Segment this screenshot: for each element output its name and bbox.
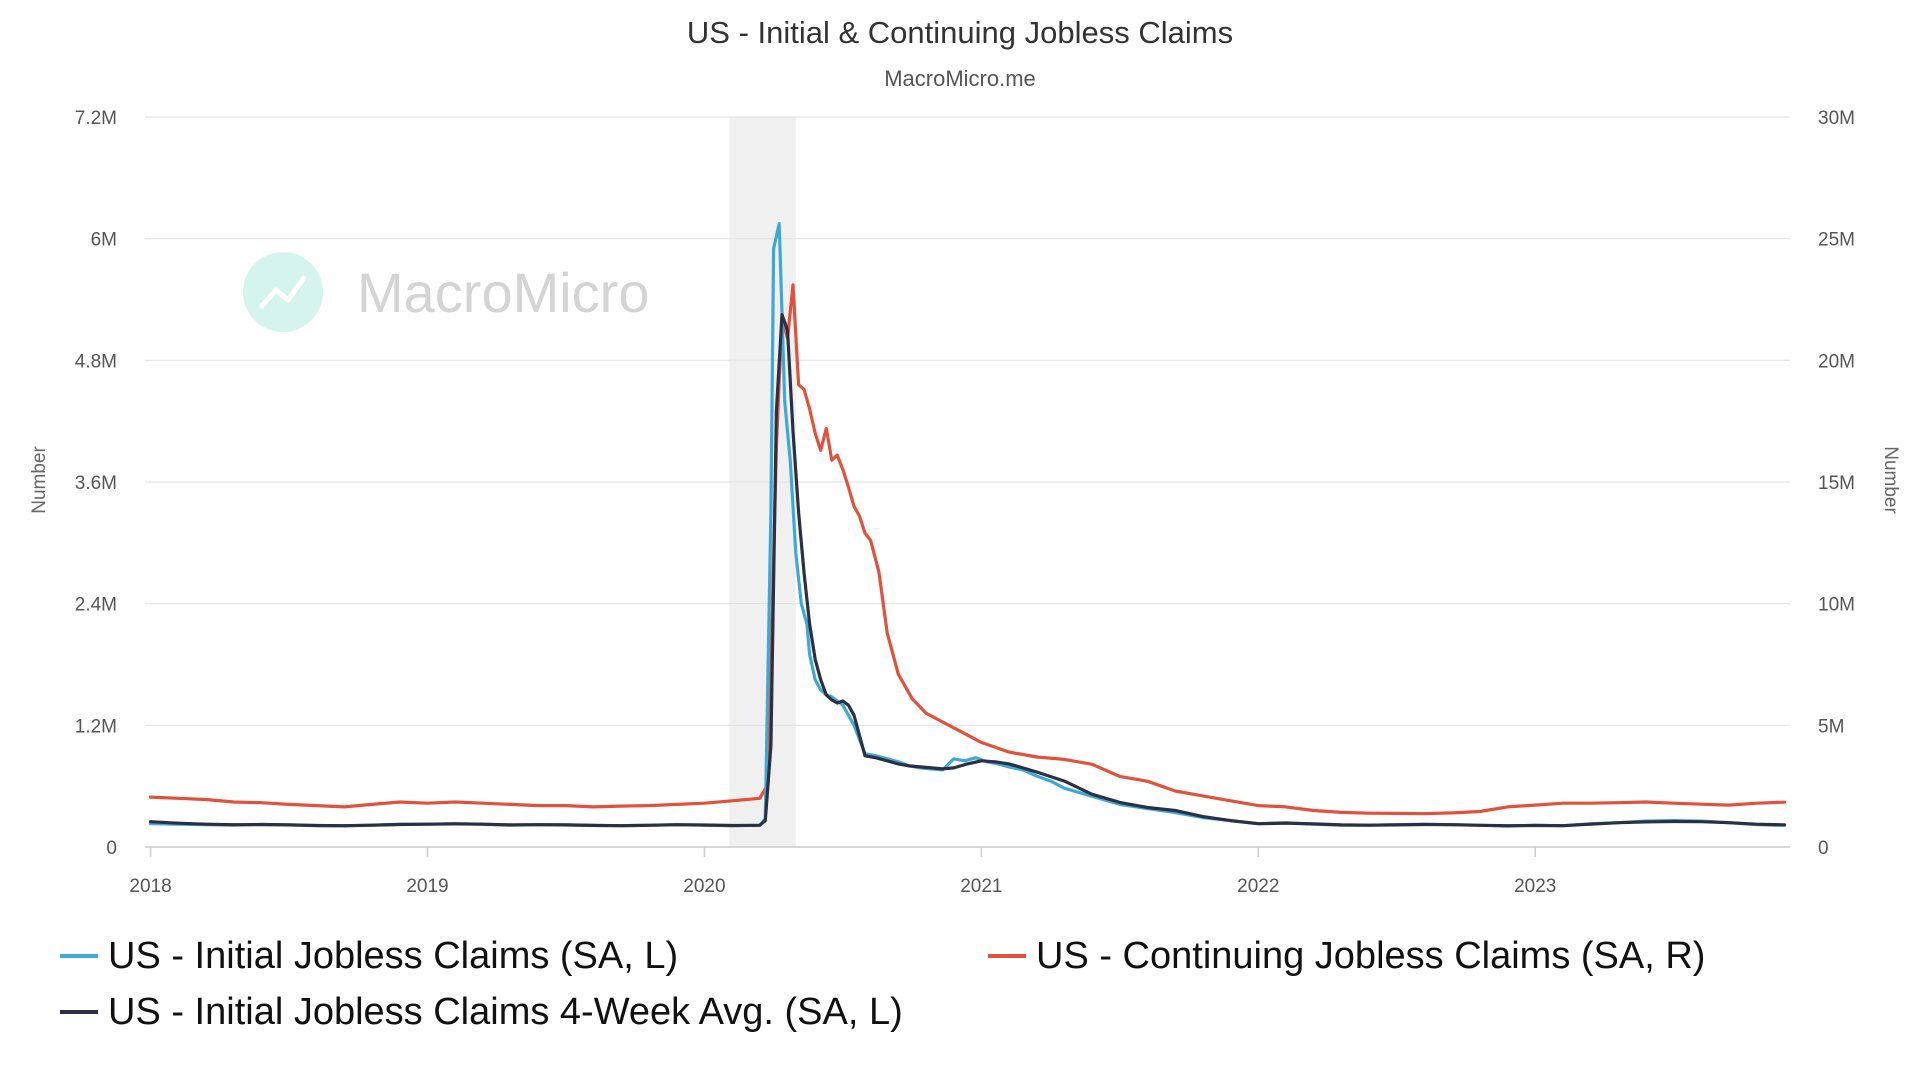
watermark: MacroMicro [243, 252, 649, 332]
y-axis-left-title: Number [29, 446, 50, 514]
y-left-tick-label: 2.4M [75, 595, 117, 616]
y-right-tick-label: 30M [1818, 108, 1855, 129]
gridlines [145, 117, 1790, 847]
y-right-tick-label: 20M [1818, 351, 1855, 372]
chart-subtitle: MacroMicro.me [884, 66, 1036, 91]
y-right-tick-label: 15M [1818, 473, 1855, 494]
series-line-2 [151, 315, 1785, 826]
y-right-tick-label: 10M [1818, 595, 1855, 616]
y-left-tick-label: 3.6M [75, 473, 117, 494]
legend-label-1: US - Continuing Jobless Claims (SA, R) [1036, 935, 1705, 977]
y-left-tick-label: 0 [106, 838, 117, 859]
y-right-tick-label: 25M [1818, 230, 1855, 251]
x-tick-label: 2018 [129, 876, 171, 897]
y-right-tick-label: 5M [1818, 716, 1844, 737]
x-tick-label: 2023 [1514, 876, 1556, 897]
y-left-tick-label: 4.8M [75, 351, 117, 372]
watermark-text: MacroMicro [357, 261, 649, 324]
y-left-tick-label: 7.2M [75, 108, 117, 129]
series-line-1 [151, 285, 1785, 814]
axes: 0 0 1.2M 5M 2.4M 10M 3.6M 15M 4.8M 20M 6M 25M 7.2M 30… [75, 108, 1855, 897]
legend-label-2: US - Initial Jobless Claims 4-Week Avg. … [108, 991, 903, 1033]
chart-container: US - Initial & Continuing Jobless Claims… [0, 0, 1920, 1080]
legend: US - Initial Jobless Claims (SA, L) US - … [60, 935, 1705, 1033]
x-tick-label: 2020 [683, 876, 725, 897]
x-tick-label: 2021 [960, 876, 1002, 897]
y-left-tick-label: 6M [91, 230, 117, 251]
watermark-logo-icon [243, 252, 323, 332]
y-right-tick-label: 0 [1818, 838, 1829, 859]
x-tick-label: 2022 [1237, 876, 1279, 897]
y-axis-right-title: Number [1880, 446, 1901, 514]
chart-title: US - Initial & Continuing Jobless Claims [687, 15, 1233, 50]
x-tick-label: 2019 [406, 876, 448, 897]
jobless-claims-chart: US - Initial & Continuing Jobless Claims… [0, 0, 1920, 1080]
legend-label-0: US - Initial Jobless Claims (SA, L) [108, 935, 678, 977]
y-left-tick-label: 1.2M [75, 716, 117, 737]
